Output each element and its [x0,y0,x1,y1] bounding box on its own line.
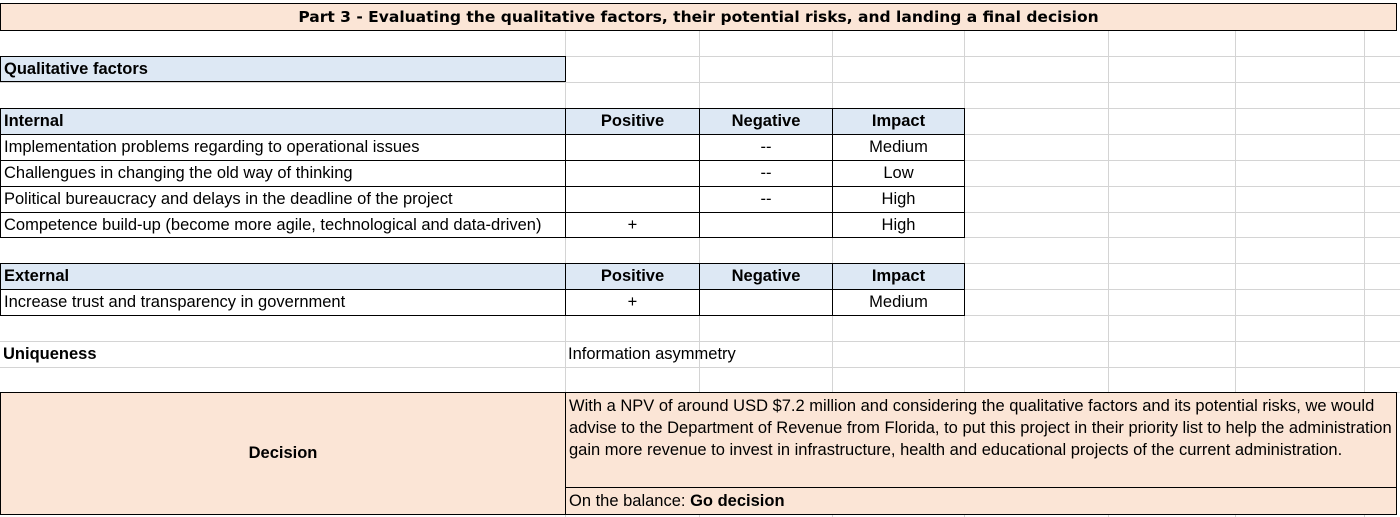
positive-cell [565,160,700,187]
impact-cell: Medium [832,289,965,316]
positive-cell: + [565,289,700,316]
factor-cell: Competence build-up (become more agile, … [0,212,566,238]
positive-header: Positive [565,108,700,135]
page-title: Part 3 - Evaluating the qualitative fact… [0,3,1397,31]
negative-cell: -- [699,160,833,187]
uniqueness-value: Information asymmetry [568,344,736,363]
external-header: External [0,263,566,290]
factor-cell: Political bureaucracy and delays in the … [0,186,566,213]
impact-cell: Medium [832,134,965,161]
decision-label: Decision [0,392,566,515]
positive-cell [565,134,700,161]
impact-header: Impact [832,263,965,290]
negative-cell: -- [699,186,833,213]
balance-value: Go decision [690,491,785,510]
factor-cell: Challengues in changing the old way of t… [0,160,566,187]
decision-text: With a NPV of around USD $7.2 million an… [565,392,1397,488]
impact-cell: Low [832,160,965,187]
positive-header: Positive [565,263,700,290]
positive-cell [565,186,700,213]
negative-header: Negative [699,108,833,135]
impact-cell: High [832,186,965,213]
qualitative-factors-header: Qualitative factors [0,56,566,82]
uniqueness-label: Uniqueness [3,344,97,363]
negative-cell [699,289,833,316]
decision-balance: On the balance: Go decision [565,487,1397,515]
impact-cell: High [832,212,965,238]
internal-header: Internal [0,108,566,135]
positive-cell: + [565,212,700,238]
balance-prefix: On the balance: [569,491,691,510]
negative-header: Negative [699,263,833,290]
factor-cell: Implementation problems regarding to ope… [0,134,566,161]
factor-cell: Increase trust and transparency in gover… [0,289,566,316]
negative-cell [699,212,833,238]
impact-header: Impact [832,108,965,135]
negative-cell: -- [699,134,833,161]
